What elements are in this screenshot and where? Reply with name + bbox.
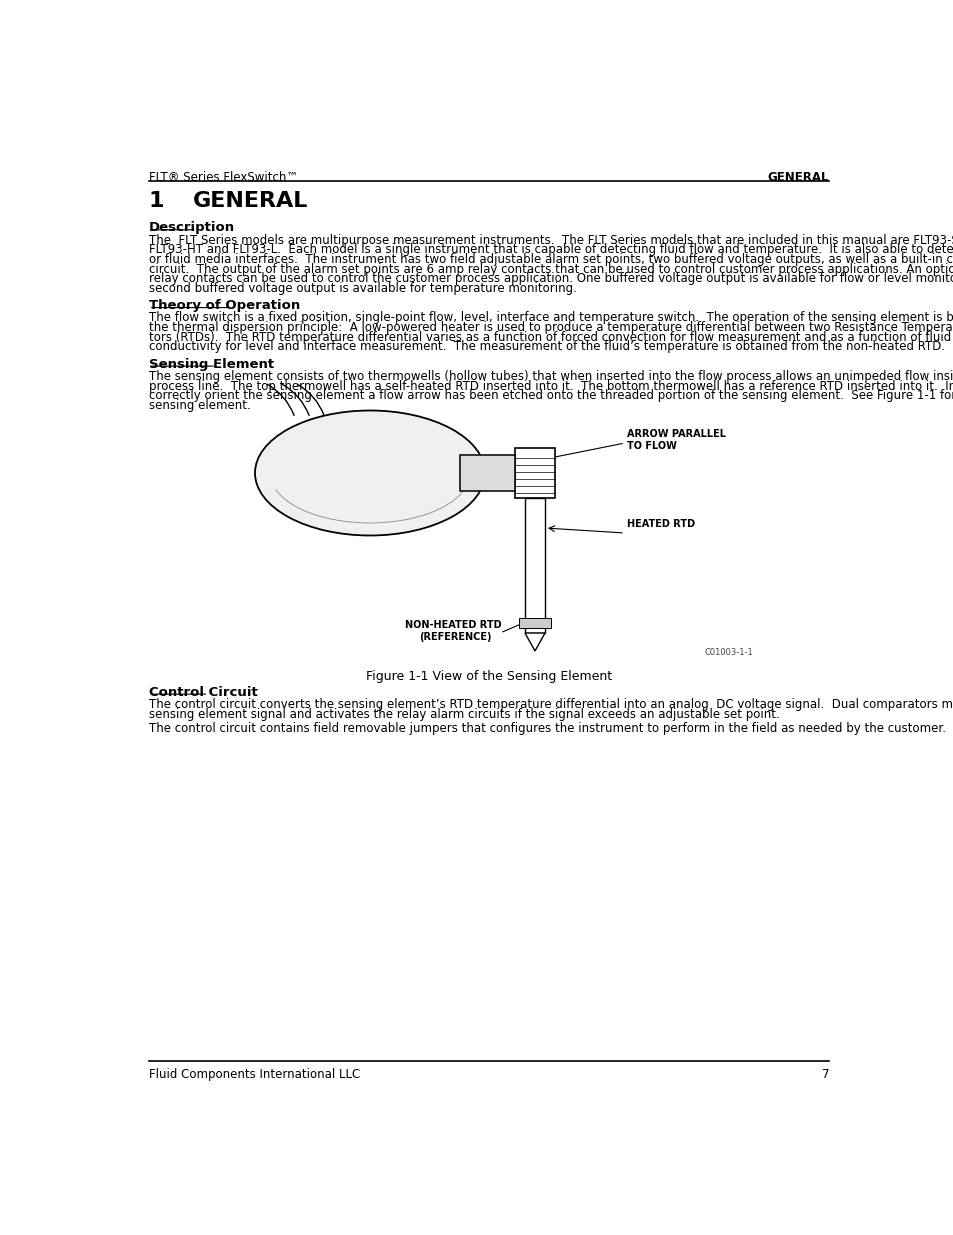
Text: sensing element signal and activates the relay alarm circuits if the signal exce: sensing element signal and activates the… bbox=[149, 708, 779, 720]
Text: The flow switch is a fixed position, single-point flow, level, interface and tem: The flow switch is a fixed position, sin… bbox=[149, 311, 953, 325]
Text: 1: 1 bbox=[149, 190, 164, 210]
Text: Description: Description bbox=[149, 221, 234, 235]
Text: tors (RTDs).  The RTD temperature differential varies as a function of forced co: tors (RTDs). The RTD temperature differe… bbox=[149, 331, 953, 343]
Text: ARROW PARALLEL: ARROW PARALLEL bbox=[626, 429, 725, 438]
Text: The  FLT Series models are multipurpose measurement instruments.  The FLT Series: The FLT Series models are multipurpose m… bbox=[149, 233, 953, 247]
Text: NON-HEATED RTD: NON-HEATED RTD bbox=[405, 620, 501, 630]
Text: TO FLOW: TO FLOW bbox=[626, 441, 677, 451]
Ellipse shape bbox=[254, 410, 484, 536]
Bar bbox=[524, 498, 544, 634]
Text: process line.  The top thermowell has a self-heated RTD inserted into it.  The b: process line. The top thermowell has a s… bbox=[149, 379, 953, 393]
Text: The sensing element consists of two thermowells (hollow tubes) that when inserte: The sensing element consists of two ther… bbox=[149, 370, 953, 383]
Text: conductivity for level and interface measurement.  The measurement of the fluid’: conductivity for level and interface mea… bbox=[149, 341, 943, 353]
Text: second buffered voltage output is available for temperature monitoring.: second buffered voltage output is availa… bbox=[149, 282, 576, 295]
Text: 7: 7 bbox=[821, 1068, 828, 1082]
Text: GENERAL: GENERAL bbox=[193, 190, 308, 210]
Text: Figure 1-1 View of the Sensing Element: Figure 1-1 View of the Sensing Element bbox=[366, 671, 611, 683]
Text: relay contacts can be used to control the customer process application. One buff: relay contacts can be used to control th… bbox=[149, 272, 953, 285]
Text: The control circuit contains field removable jumpers that configures the instrum: The control circuit contains field remov… bbox=[149, 721, 944, 735]
Text: the thermal dispersion principle:  A low-powered heater is used to produce a tem: the thermal dispersion principle: A low-… bbox=[149, 321, 953, 333]
Text: sensing element.: sensing element. bbox=[149, 399, 251, 411]
Text: C01003-1-1: C01003-1-1 bbox=[704, 648, 753, 657]
Text: (REFERENCE): (REFERENCE) bbox=[418, 632, 491, 642]
Text: The control circuit converts the sensing element’s RTD temperature differential : The control circuit converts the sensing… bbox=[149, 698, 953, 711]
Bar bbox=[515, 448, 555, 498]
Text: HEATED RTD: HEATED RTD bbox=[626, 519, 695, 529]
Text: FLT® Series FlexSwitch™: FLT® Series FlexSwitch™ bbox=[149, 172, 297, 184]
Bar bbox=[459, 454, 515, 492]
Text: FLT93-HT and FLT93-L.  Each model is a single instrument that is capable of dete: FLT93-HT and FLT93-L. Each model is a si… bbox=[149, 243, 953, 257]
Text: Fluid Components International LLC: Fluid Components International LLC bbox=[149, 1068, 359, 1082]
Text: or fluid media interfaces.  The instrument has two field adjustable alarm set po: or fluid media interfaces. The instrumen… bbox=[149, 253, 953, 266]
Text: Theory of Operation: Theory of Operation bbox=[149, 299, 299, 312]
Text: circuit.  The output of the alarm set points are 6 amp relay contacts that can b: circuit. The output of the alarm set poi… bbox=[149, 263, 953, 275]
Text: Sensing Element: Sensing Element bbox=[149, 358, 274, 370]
Polygon shape bbox=[524, 634, 544, 651]
Text: GENERAL: GENERAL bbox=[767, 172, 828, 184]
Text: Control Circuit: Control Circuit bbox=[149, 685, 257, 699]
Bar bbox=[518, 618, 551, 629]
Text: correctly orient the sensing element a flow arrow has been etched onto the threa: correctly orient the sensing element a f… bbox=[149, 389, 953, 403]
